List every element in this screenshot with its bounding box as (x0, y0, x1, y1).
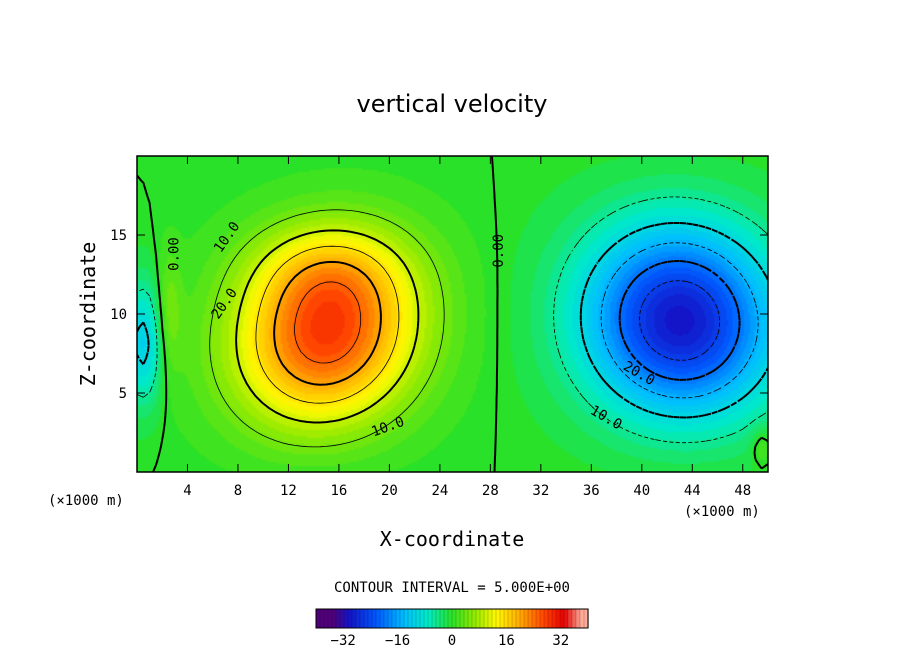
contour-level-neg15 (600, 242, 759, 399)
y-axis-label: Z-coordinate (76, 242, 100, 387)
chart-title: vertical velocity (357, 90, 548, 118)
contour-level-25 (294, 281, 362, 364)
contour-level-neg10 (137, 222, 768, 419)
y-tick-label: 5 (119, 386, 127, 402)
x-tick-label: 8 (234, 483, 242, 499)
x-end-unit-label: (×1000 m) (684, 504, 760, 520)
x-tick-label: 48 (734, 483, 751, 499)
colorbar-tick-label: 0 (448, 633, 456, 649)
contour-level-neg25 (639, 280, 721, 361)
velocity-field-raster (137, 156, 768, 472)
colorbar-tick-label: 32 (552, 633, 569, 649)
contour-level-15 (255, 245, 400, 404)
contour-level-10 (235, 229, 420, 424)
contour-label-4: 0.00 (491, 234, 507, 268)
x-tick-label: 40 (633, 483, 650, 499)
x-tick-label: 24 (431, 483, 448, 499)
colorbar-tick-label: 16 (498, 633, 515, 649)
x-tick-label: 20 (381, 483, 398, 499)
contour-label-0: 0.00 (167, 237, 183, 271)
y-axis-ticks: 5 10 15 (110, 228, 768, 402)
x-tick-label: 44 (684, 483, 701, 499)
y-tick-label: 15 (110, 228, 127, 244)
x-tick-label: 16 (330, 483, 347, 499)
x-tick-label: 32 (532, 483, 549, 499)
colorbar-frame (315, 608, 589, 629)
contour-level-20 (273, 260, 382, 386)
x-tick-label: 28 (482, 483, 499, 499)
colorbar: −32 −16 0 16 32 (315, 608, 589, 649)
x-axis-ticks: 4 8 12 16 20 24 28 32 36 40 44 48 (183, 156, 751, 499)
contour-interval-note: CONTOUR INTERVAL = 5.000E+00 (334, 580, 570, 596)
x-axis-label: X-coordinate (380, 527, 525, 551)
colorbar-tick-label: −16 (385, 633, 410, 649)
colorbar-tick-label: −32 (331, 633, 356, 649)
contour-level-neg20 (618, 260, 741, 381)
x-tick-label: 12 (280, 483, 297, 499)
contour-level-neg5 (137, 196, 768, 444)
contour-lines (137, 156, 768, 472)
x-tick-label: 36 (583, 483, 600, 499)
contour-level-0 (137, 156, 768, 472)
contour-level-5 (209, 209, 445, 448)
x-tick-label: 4 (183, 483, 191, 499)
y-tick-label: 10 (110, 307, 127, 323)
x-origin-unit-label: (×1000 m) (48, 493, 124, 509)
colorbar-cells (315, 608, 589, 629)
colorbar-ticks: −32 −16 0 16 32 (331, 633, 570, 649)
